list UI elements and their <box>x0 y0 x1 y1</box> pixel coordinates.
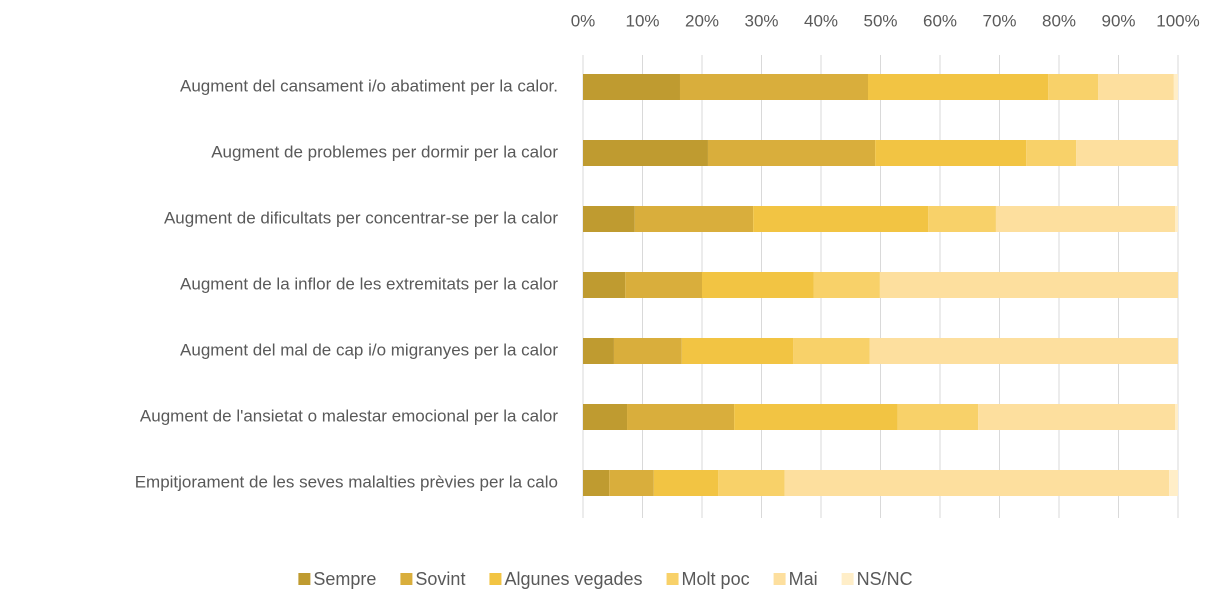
legend-label: Algunes vegades <box>504 569 642 589</box>
y-tick-label: Augment de dificultats per concentrar-se… <box>164 208 558 227</box>
legend-swatch <box>400 573 413 585</box>
legend-label: NS/NC <box>857 569 913 589</box>
legend-label: Mai <box>789 569 818 589</box>
y-tick-label: Augment del cansament i/o abatiment per … <box>180 76 558 95</box>
x-tick-label: 20% <box>685 11 719 30</box>
bar-segment <box>1098 74 1174 100</box>
bar-segment <box>1048 74 1099 100</box>
y-tick-label: Augment del mal de cap i/o migranyes per… <box>180 340 558 359</box>
bar-segment <box>681 338 794 364</box>
bar-segment <box>583 140 708 166</box>
y-tick-label: Augment de l'ansietat o malestar emocion… <box>140 406 558 425</box>
y-tick-label: Augment de la inflor de les extremitats … <box>180 274 558 293</box>
bar-segment <box>875 140 1027 166</box>
bar-segment <box>995 206 1176 232</box>
bar-segment <box>897 404 979 430</box>
legend-label: Sovint <box>415 569 465 589</box>
legend-swatch <box>841 573 854 585</box>
bar-segment <box>928 206 996 232</box>
bar-segment <box>583 74 680 100</box>
x-tick-label: 100% <box>1156 11 1199 30</box>
x-tick-label: 50% <box>863 11 897 30</box>
bar-segment <box>583 206 635 232</box>
bar-segment <box>1076 140 1178 166</box>
bar-segment <box>583 470 610 496</box>
bar-segment <box>1173 74 1178 100</box>
bar-segment <box>784 470 1170 496</box>
bar-segment <box>634 206 754 232</box>
bar-segment <box>583 404 628 430</box>
bar-segment <box>753 206 929 232</box>
legend: Sempre Sovint Algunes vegades Molt poc Mai NS… <box>298 569 913 589</box>
bar-segment <box>583 338 614 364</box>
bar-segment <box>702 272 814 298</box>
bar-segment <box>1175 404 1178 430</box>
bar-segment <box>813 272 880 298</box>
x-tick-label: 60% <box>923 11 957 30</box>
legend-swatch <box>666 573 679 585</box>
x-tick-label: 0% <box>571 11 596 30</box>
bar-segment <box>869 338 1178 364</box>
x-tick-label: 30% <box>744 11 778 30</box>
bar-segment <box>613 338 682 364</box>
bar-segment <box>1169 470 1178 496</box>
bar-segment <box>1175 206 1178 232</box>
legend-swatch <box>489 573 502 585</box>
bar-segment <box>625 272 702 298</box>
bar-segment <box>609 470 654 496</box>
bar-segment <box>627 404 735 430</box>
bar-segment <box>868 74 1049 100</box>
x-tick-label: 40% <box>804 11 838 30</box>
bar-segment <box>879 272 1178 298</box>
x-tick-label: 70% <box>982 11 1016 30</box>
bar-segment <box>978 404 1176 430</box>
bar-segment <box>707 140 876 166</box>
x-tick-label: 10% <box>625 11 659 30</box>
bar-segment <box>718 470 785 496</box>
y-tick-label: Augment de problemes per dormir per la c… <box>211 142 558 161</box>
legend-label: Molt poc <box>682 569 750 589</box>
legend-swatch <box>773 573 786 585</box>
bar-segment <box>734 404 898 430</box>
x-tick-label: 90% <box>1101 11 1135 30</box>
legend-swatch <box>298 573 311 585</box>
bar-segment <box>793 338 870 364</box>
bar-segment <box>679 74 869 100</box>
bar-segment <box>653 470 719 496</box>
x-tick-label: 80% <box>1042 11 1076 30</box>
y-tick-label: Empitjorament de les seves malalties prè… <box>135 472 558 491</box>
legend-label: Sempre <box>313 569 376 589</box>
bar-segment <box>1026 140 1077 166</box>
bar-segment <box>583 272 626 298</box>
